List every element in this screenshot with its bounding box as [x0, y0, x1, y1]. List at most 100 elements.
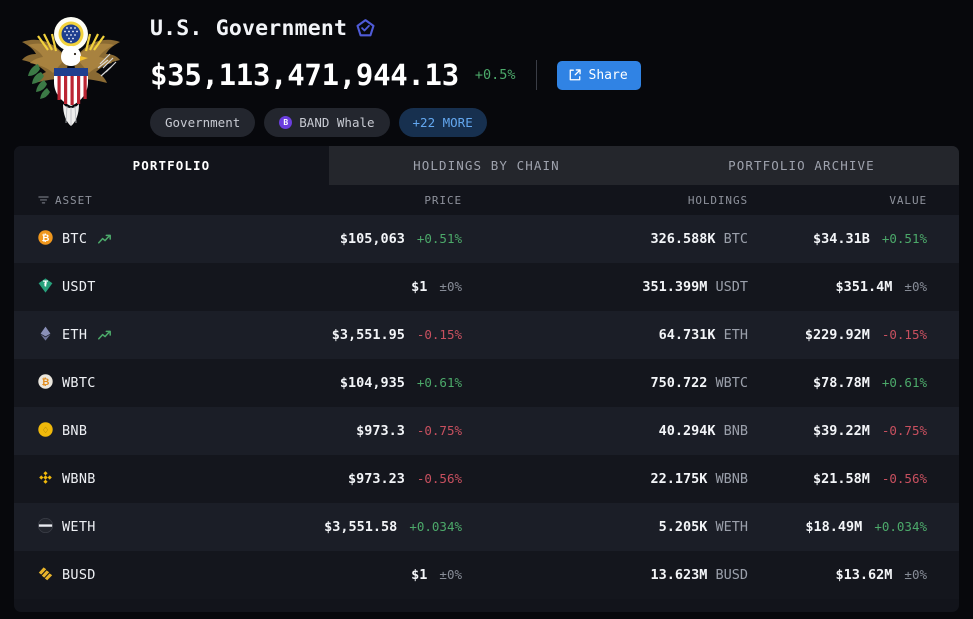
price-value: $973.23	[347, 471, 405, 487]
price-cell: $3,551.58 +0.034%	[276, 519, 462, 535]
table-row[interactable]: ₿ WBTC $104,935 +0.61% 750.722 WBTC $78.…	[14, 359, 959, 407]
table-row[interactable]: ₿ BTC $105,063 +0.51% 326.588K BTC $34.3…	[14, 215, 959, 263]
column-header-value[interactable]: VALUE	[889, 193, 927, 207]
value-cell: $13.62M ±0%	[748, 567, 959, 583]
asset-symbol: BNB	[62, 423, 88, 439]
holdings-symbol: ETH	[723, 327, 748, 343]
table-column-headers: ASSET PRICE HOLDINGS VALUE	[14, 185, 959, 215]
filter-icon	[38, 195, 49, 203]
holdings-symbol: BUSD	[715, 567, 748, 583]
holdings-cell: 351.399M USDT	[462, 279, 748, 295]
value-cell: $229.92M -0.15%	[748, 327, 959, 343]
table-row[interactable]: ♢ BNB $973.3 -0.75% 40.294K BNB $39.22M …	[14, 407, 959, 455]
table-row[interactable]: WETH $3,551.58 +0.034% 5.205K WETH $18.4…	[14, 503, 959, 551]
holdings-cell: 64.731K ETH	[462, 327, 748, 343]
column-header-asset[interactable]: ASSET	[14, 194, 276, 207]
price-value: $1	[411, 279, 428, 295]
tab-portfolio-archive[interactable]: PORTFOLIO ARCHIVE	[644, 146, 959, 185]
eth-coin-icon	[38, 326, 53, 345]
table-row[interactable]: ETH $3,551.95 -0.15% 64.731K ETH $229.92…	[14, 311, 959, 359]
svg-text:₿: ₿	[42, 377, 50, 388]
tab-holdings-by-chain[interactable]: HOLDINGS BY CHAIN	[329, 146, 644, 185]
trend-up-icon	[98, 234, 112, 244]
price-change: -0.56%	[416, 471, 462, 486]
page-title: U.S. Government	[150, 15, 348, 41]
holdings-cell: 13.623M BUSD	[462, 567, 748, 583]
asset-symbol: WETH	[62, 519, 96, 535]
holdings-symbol: WBNB	[715, 471, 748, 487]
tag-label: +22 MORE	[412, 115, 473, 130]
trend-up-icon	[98, 330, 112, 340]
usdt-coin-icon: ₮	[38, 277, 53, 297]
tab-label: HOLDINGS BY CHAIN	[413, 158, 560, 173]
asset-cell[interactable]: BUSD	[14, 566, 276, 585]
value-amount: $13.62M	[835, 567, 893, 583]
tag-label: Government	[165, 115, 241, 130]
profile-header: U.S. Government $35,113,471,944.13 +0.5%…	[0, 0, 973, 140]
asset-cell[interactable]: ₮ USDT	[14, 277, 276, 297]
column-header-price[interactable]: PRICE	[424, 193, 462, 207]
value-cell: $78.78M +0.61%	[748, 375, 959, 391]
price-value: $3,551.95	[331, 327, 405, 343]
asset-table-body: ₿ BTC $105,063 +0.51% 326.588K BTC $34.3…	[14, 215, 959, 599]
svg-text:₿: ₿	[42, 233, 50, 244]
wbtc-coin-icon: ₿	[38, 373, 53, 393]
holdings-symbol: WETH	[715, 519, 748, 535]
tag-government[interactable]: Government	[150, 108, 256, 137]
tab-portfolio[interactable]: PORTFOLIO	[14, 146, 329, 185]
share-button[interactable]: Share	[556, 60, 641, 90]
value-amount: $78.78M	[812, 375, 870, 391]
shield-check-icon	[356, 18, 375, 36]
value-amount: $18.49M	[805, 519, 863, 535]
value-change: +0.61%	[881, 375, 927, 390]
svg-text:♢: ♢	[42, 425, 50, 435]
holdings-cell: 750.722 WBTC	[462, 375, 748, 391]
tag-band-whale[interactable]: B BAND Whale	[264, 108, 390, 137]
table-row[interactable]: BUSD $1 ±0% 13.623M BUSD $13.62M ±0%	[14, 551, 959, 599]
value-change: +0.034%	[874, 519, 927, 534]
holdings-amount: 22.175K	[650, 471, 708, 487]
divider	[535, 60, 537, 90]
asset-symbol: WBNB	[62, 471, 96, 487]
holdings-cell: 5.205K WETH	[462, 519, 748, 535]
tag-label: BAND Whale	[299, 115, 375, 130]
price-change: +0.61%	[416, 375, 462, 390]
holdings-symbol: USDT	[715, 279, 748, 295]
asset-cell[interactable]: ₿ WBTC	[14, 373, 276, 393]
share-label: Share	[588, 67, 628, 83]
price-value: $104,935	[339, 375, 405, 391]
value-amount: $39.22M	[812, 423, 870, 439]
header-body: U.S. Government $35,113,471,944.13 +0.5%…	[134, 6, 973, 137]
price-cell: $973.23 -0.56%	[276, 471, 462, 487]
price-cell: $3,551.95 -0.15%	[276, 327, 462, 343]
table-row[interactable]: ₮ USDT $1 ±0% 351.399M USDT $351.4M ±0%	[14, 263, 959, 311]
price-change: -0.15%	[416, 327, 462, 342]
busd-coin-icon	[38, 566, 53, 585]
value-change: -0.15%	[881, 327, 927, 342]
external-link-icon	[569, 69, 581, 81]
column-header-holdings[interactable]: HOLDINGS	[687, 193, 748, 207]
holdings-cell: 22.175K WBNB	[462, 471, 748, 487]
tag-more-button[interactable]: +22 MORE	[398, 108, 487, 137]
table-row[interactable]: WBNB $973.23 -0.56% 22.175K WBNB $21.58M…	[14, 455, 959, 503]
tab-label: PORTFOLIO	[132, 158, 211, 173]
asset-cell[interactable]: WETH	[14, 517, 276, 537]
value-cell: $18.49M +0.034%	[748, 519, 959, 535]
asset-cell[interactable]: ♢ BNB	[14, 421, 276, 441]
price-value: $973.3	[356, 423, 405, 439]
holdings-symbol: BNB	[723, 423, 748, 439]
asset-cell[interactable]: ETH	[14, 326, 276, 345]
price-cell: $1 ±0%	[276, 279, 462, 295]
value-cell: $34.31B +0.51%	[748, 231, 959, 247]
asset-cell[interactable]: ₿ BTC	[14, 229, 276, 249]
tab-label: PORTFOLIO ARCHIVE	[728, 158, 875, 173]
price-cell: $1 ±0%	[276, 567, 462, 583]
price-change: ±0%	[439, 279, 462, 294]
value-change: ±0%	[904, 279, 927, 294]
asset-symbol: WBTC	[62, 375, 96, 391]
asset-cell[interactable]: WBNB	[14, 470, 276, 489]
value-amount: $34.31B	[812, 231, 870, 247]
value-change: -0.56%	[881, 471, 927, 486]
wbnb-coin-icon	[38, 470, 53, 489]
value-amount: $351.4M	[835, 279, 893, 295]
